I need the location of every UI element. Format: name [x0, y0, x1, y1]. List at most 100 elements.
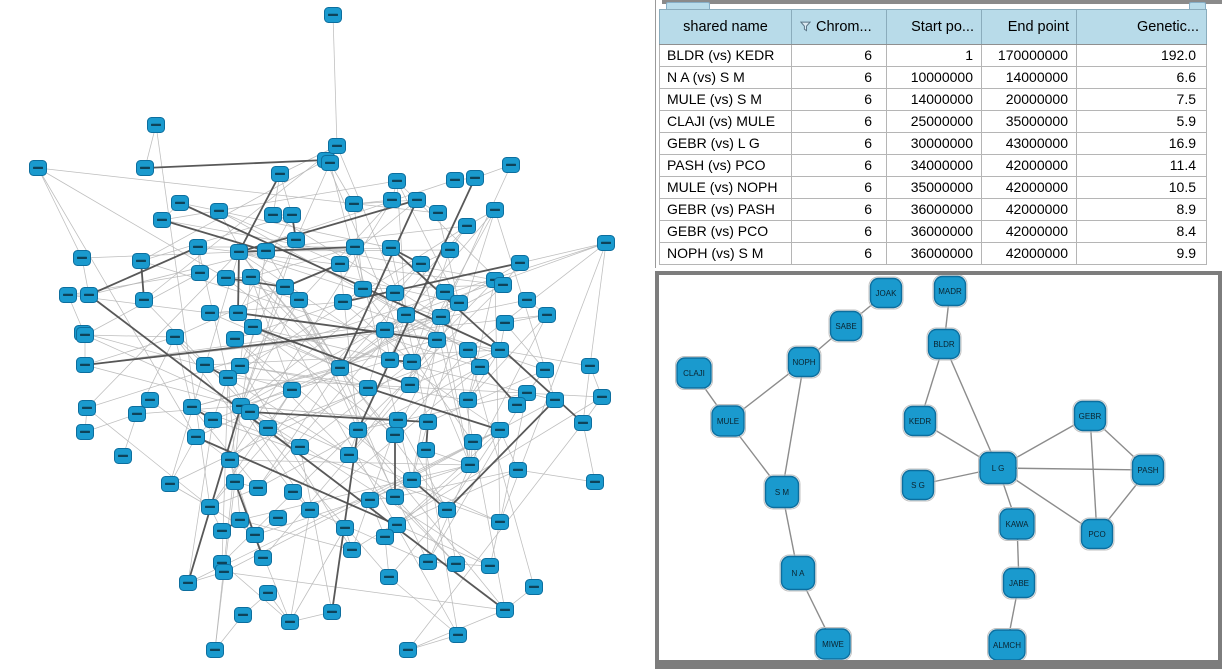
graph-node[interactable]: [502, 157, 520, 173]
table-cell[interactable]: 36000000: [886, 242, 982, 265]
graph-node[interactable]: [436, 284, 454, 300]
graph-node[interactable]: [231, 358, 249, 374]
graph-node[interactable]: [287, 232, 305, 248]
graph-node[interactable]: [461, 457, 479, 473]
graph-node[interactable]: [80, 287, 98, 303]
table-cell[interactable]: 1: [886, 44, 982, 67]
table-cell[interactable]: 42000000: [981, 198, 1077, 221]
graph-node[interactable]: [518, 385, 536, 401]
graph-node[interactable]: [249, 480, 267, 496]
graph-node[interactable]: [491, 514, 509, 530]
graph-node-s-m[interactable]: S M: [763, 474, 801, 510]
graph-node[interactable]: [128, 406, 146, 422]
table-cell[interactable]: 43000000: [981, 132, 1077, 155]
graph-node[interactable]: [283, 207, 301, 223]
table-cell[interactable]: 6: [791, 198, 887, 221]
graph-node[interactable]: [179, 575, 197, 591]
graph-node[interactable]: [231, 512, 249, 528]
graph-node[interactable]: [419, 414, 437, 430]
graph-node[interactable]: [114, 448, 132, 464]
table-cell[interactable]: 20000000: [981, 88, 1077, 111]
graph-node[interactable]: [401, 377, 419, 393]
graph-node[interactable]: [204, 412, 222, 428]
table-row[interactable]: GEBR (vs) L G 6 30000000 43000000 16.9: [659, 132, 1207, 155]
graph-node[interactable]: [399, 642, 417, 658]
table-cell[interactable]: 35000000: [981, 110, 1077, 133]
table-row[interactable]: BLDR (vs) KEDR 6 1 170000000 192.0: [659, 44, 1207, 67]
graph-node[interactable]: [241, 404, 259, 420]
graph-edge-gebr-pco[interactable]: [1089, 415, 1098, 535]
graph-node[interactable]: [494, 277, 512, 293]
graph-node-claji[interactable]: CLAJI: [675, 356, 713, 390]
graph-node[interactable]: [408, 192, 426, 208]
graph-node[interactable]: [76, 327, 94, 343]
graph-node[interactable]: [491, 422, 509, 438]
graph-node[interactable]: [206, 642, 224, 658]
graph-node[interactable]: [291, 439, 309, 455]
graph-node[interactable]: [546, 392, 564, 408]
graph-node[interactable]: [449, 627, 467, 643]
graph-node[interactable]: [323, 604, 341, 620]
graph-node[interactable]: [403, 354, 421, 370]
graph-node[interactable]: [509, 462, 527, 478]
graph-node[interactable]: [359, 380, 377, 396]
table-row[interactable]: MULE (vs) NOPH 6 35000000 42000000 10.5: [659, 176, 1207, 199]
graph-node-pash[interactable]: PASH: [1130, 453, 1166, 487]
graph-node[interactable]: [334, 294, 352, 310]
graph-node[interactable]: [536, 362, 554, 378]
graph-node[interactable]: [459, 342, 477, 358]
table-cell[interactable]: 8.9: [1076, 198, 1207, 221]
table-cell[interactable]: 30000000: [886, 132, 982, 155]
graph-node[interactable]: [486, 202, 504, 218]
graph-node[interactable]: [343, 542, 361, 558]
subnetwork-canvas[interactable]: JOAK MADR SABE BLDR NOPH CLAJI MULE KEDR GEBR L G…: [659, 275, 1218, 660]
graph-node[interactable]: [428, 332, 446, 348]
graph-node[interactable]: [321, 155, 339, 171]
column-header-start-po[interactable]: Start po...: [886, 9, 982, 45]
graph-node[interactable]: [328, 138, 346, 154]
graph-node[interactable]: [213, 523, 231, 539]
graph-node[interactable]: [447, 556, 465, 572]
table-cell[interactable]: 192.0: [1076, 44, 1207, 67]
table-row[interactable]: NOPH (vs) S M 6 36000000 42000000 9.9: [659, 242, 1207, 265]
graph-node[interactable]: [386, 285, 404, 301]
graph-node[interactable]: [508, 397, 526, 413]
graph-node[interactable]: [147, 117, 165, 133]
graph-node[interactable]: [450, 295, 468, 311]
graph-node[interactable]: [264, 207, 282, 223]
table-cell[interactable]: 6: [791, 154, 887, 177]
table-cell[interactable]: GEBR (vs) PCO: [659, 220, 792, 243]
table-row[interactable]: GEBR (vs) PASH 6 36000000 42000000 8.9: [659, 198, 1207, 221]
graph-node[interactable]: [226, 474, 244, 490]
graph-edge-noph-s-m[interactable]: [781, 361, 805, 493]
table-cell[interactable]: 42000000: [981, 220, 1077, 243]
table-cell[interactable]: 11.4: [1076, 154, 1207, 177]
table-cell[interactable]: PASH (vs) PCO: [659, 154, 792, 177]
graph-node-n-a[interactable]: N A: [779, 554, 817, 592]
graph-node[interactable]: [597, 235, 615, 251]
graph-node-jabe[interactable]: JABE: [1001, 566, 1037, 600]
graph-node[interactable]: [340, 447, 358, 463]
table-cell[interactable]: 6: [791, 220, 887, 243]
graph-node[interactable]: [511, 255, 529, 271]
graph-node[interactable]: [246, 527, 264, 543]
table-cell[interactable]: 25000000: [886, 110, 982, 133]
table-cell[interactable]: MULE (vs) S M: [659, 88, 792, 111]
graph-node[interactable]: [438, 502, 456, 518]
graph-node[interactable]: [525, 579, 543, 595]
graph-node[interactable]: [29, 160, 47, 176]
graph-node[interactable]: [217, 270, 235, 286]
graph-node[interactable]: [230, 244, 248, 260]
table-cell[interactable]: 5.9: [1076, 110, 1207, 133]
graph-node[interactable]: [166, 329, 184, 345]
graph-node[interactable]: [419, 554, 437, 570]
graph-node[interactable]: [290, 292, 308, 308]
graph-node[interactable]: [259, 420, 277, 436]
table-cell[interactable]: 42000000: [981, 176, 1077, 199]
graph-node[interactable]: [349, 422, 367, 438]
column-header-shared-name[interactable]: shared name: [659, 9, 792, 45]
graph-node[interactable]: [76, 424, 94, 440]
graph-node[interactable]: [281, 614, 299, 630]
graph-node[interactable]: [446, 172, 464, 188]
graph-node[interactable]: [189, 239, 207, 255]
